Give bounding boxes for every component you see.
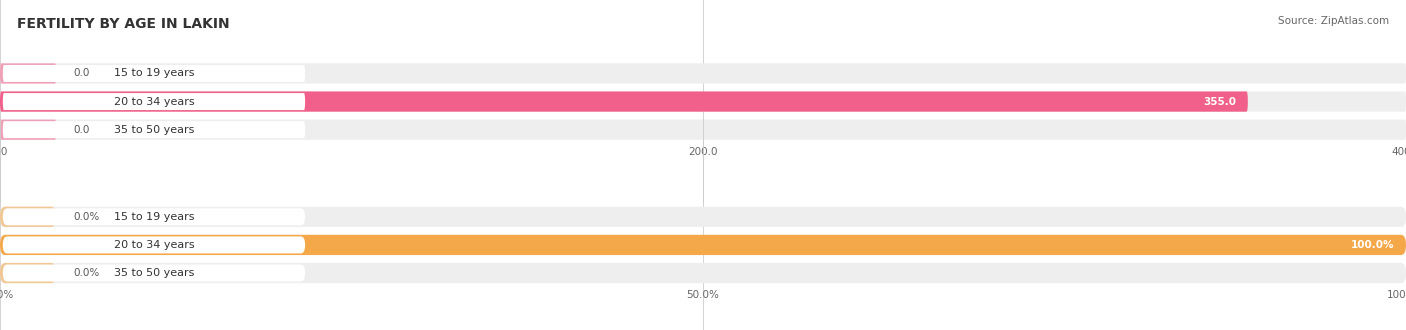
Text: Source: ZipAtlas.com: Source: ZipAtlas.com [1278, 16, 1389, 26]
FancyBboxPatch shape [0, 263, 1406, 283]
FancyBboxPatch shape [3, 65, 305, 82]
Text: 15 to 19 years: 15 to 19 years [114, 212, 194, 222]
Text: 0.0%: 0.0% [73, 268, 100, 278]
Text: 0.0%: 0.0% [73, 212, 100, 222]
Text: 35 to 50 years: 35 to 50 years [114, 125, 194, 135]
FancyBboxPatch shape [0, 207, 56, 227]
FancyBboxPatch shape [0, 207, 1406, 227]
Text: 20 to 34 years: 20 to 34 years [114, 240, 194, 250]
Text: 100.0%: 100.0% [1351, 240, 1395, 250]
FancyBboxPatch shape [0, 119, 56, 140]
FancyBboxPatch shape [3, 93, 305, 110]
FancyBboxPatch shape [3, 208, 305, 225]
FancyBboxPatch shape [0, 91, 1406, 112]
FancyBboxPatch shape [0, 63, 56, 83]
FancyBboxPatch shape [3, 121, 305, 138]
FancyBboxPatch shape [3, 236, 305, 253]
FancyBboxPatch shape [0, 235, 1406, 255]
FancyBboxPatch shape [0, 235, 1406, 255]
FancyBboxPatch shape [0, 91, 1249, 112]
Text: 0.0: 0.0 [73, 125, 90, 135]
Text: FERTILITY BY AGE IN LAKIN: FERTILITY BY AGE IN LAKIN [17, 16, 229, 30]
FancyBboxPatch shape [0, 63, 1406, 83]
FancyBboxPatch shape [0, 263, 56, 283]
Text: 15 to 19 years: 15 to 19 years [114, 68, 194, 79]
FancyBboxPatch shape [3, 265, 305, 281]
Text: 35 to 50 years: 35 to 50 years [114, 268, 194, 278]
Text: 355.0: 355.0 [1204, 97, 1237, 107]
Text: 0.0: 0.0 [73, 68, 90, 79]
Text: 20 to 34 years: 20 to 34 years [114, 97, 194, 107]
FancyBboxPatch shape [0, 119, 1406, 140]
